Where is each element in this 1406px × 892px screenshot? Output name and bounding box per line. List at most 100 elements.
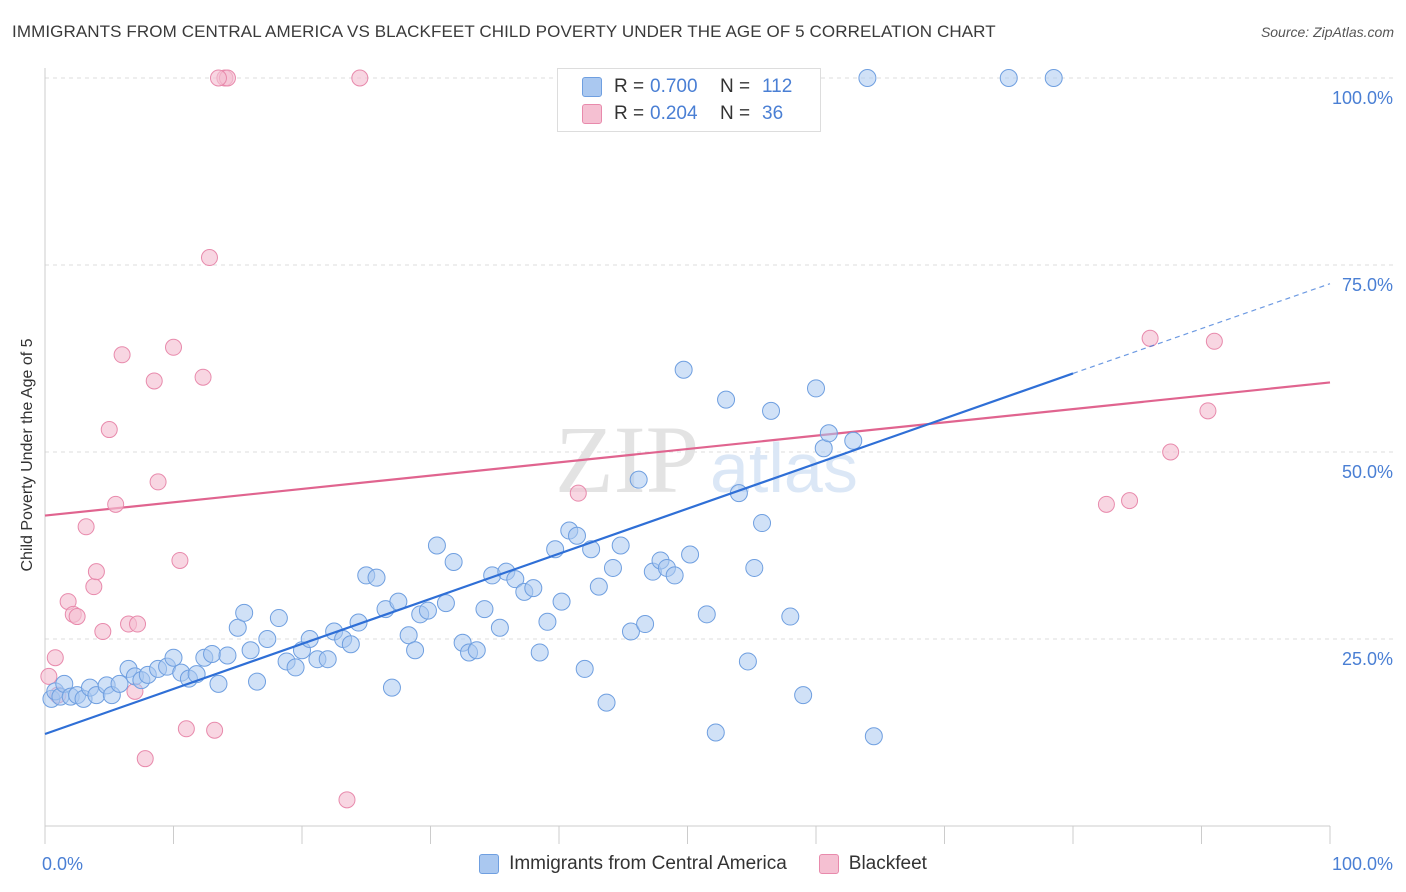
point-blackfeet	[1162, 443, 1180, 461]
point-blackfeet	[100, 421, 118, 439]
x-tick-label: 100.0%	[1332, 854, 1393, 874]
point-central-america	[269, 609, 288, 628]
legend-row-blackfeet: R = 0.204 N = 36	[582, 102, 783, 126]
point-central-america	[597, 693, 616, 712]
point-central-america	[209, 674, 228, 693]
point-central-america	[794, 686, 813, 705]
legend-swatch-blue	[479, 854, 500, 874]
points-blackfeet	[40, 69, 1223, 809]
trendline-central-america-solid	[44, 372, 1074, 736]
legend-label-blackfeet: Blackfeet	[848, 853, 927, 874]
point-blackfeet	[68, 608, 86, 626]
point-central-america	[436, 594, 455, 613]
point-blackfeet	[1199, 402, 1217, 420]
stats-legend: R = 0.700 N = 112 R = 0.204 N = 36	[557, 68, 821, 132]
source-label: Source: ZipAtlas.com	[1260, 24, 1394, 40]
y-tick-label: 75.0%	[1342, 275, 1393, 295]
point-blackfeet	[1121, 492, 1139, 510]
point-central-america	[524, 579, 543, 598]
r-label: R =	[614, 103, 645, 124]
point-blackfeet	[129, 615, 147, 633]
point-central-america	[418, 601, 437, 620]
point-central-america	[406, 641, 425, 660]
point-central-america	[629, 470, 648, 489]
trendline-central-america	[44, 283, 1331, 736]
point-blackfeet	[351, 69, 369, 87]
point-blackfeet	[46, 649, 64, 667]
point-blackfeet	[194, 368, 212, 386]
point-central-america	[603, 558, 622, 577]
point-central-america	[164, 648, 183, 667]
watermark: ZIP atlas	[555, 406, 858, 513]
point-central-america	[636, 615, 655, 634]
point-central-america	[286, 658, 305, 677]
point-central-america	[506, 570, 525, 589]
trendline-blackfeet-line	[44, 381, 1331, 517]
point-blackfeet	[1141, 329, 1159, 347]
point-central-america	[258, 630, 277, 648]
point-blackfeet	[177, 720, 195, 738]
legend-item-central-america: Immigrants from Central America	[479, 853, 787, 875]
point-central-america	[781, 607, 800, 626]
point-central-america	[762, 401, 781, 420]
r-value: 0.204	[650, 103, 698, 124]
point-blackfeet	[206, 721, 224, 739]
point-blackfeet	[165, 338, 182, 356]
point-central-america	[552, 592, 571, 611]
point-central-america	[807, 379, 825, 398]
point-central-america	[241, 641, 260, 660]
point-blackfeet	[136, 750, 154, 768]
point-central-america	[611, 536, 630, 555]
n-value: 36	[762, 103, 784, 124]
point-central-america	[674, 360, 693, 379]
point-central-america	[235, 603, 254, 622]
chart-title: IMMIGRANTS FROM CENTRAL AMERICA VS BLACK…	[12, 22, 996, 41]
points-central-america	[42, 69, 1063, 746]
point-central-america	[538, 612, 557, 631]
point-central-america	[999, 69, 1018, 87]
point-blackfeet	[113, 346, 131, 364]
r-label: R =	[614, 76, 645, 97]
point-central-america	[738, 652, 757, 671]
point-central-america	[1044, 69, 1063, 87]
legend-item-blackfeet: Blackfeet	[818, 853, 927, 875]
legend-label-central-america: Immigrants from Central America	[509, 853, 787, 874]
point-central-america	[382, 678, 401, 697]
point-blackfeet	[1205, 332, 1223, 350]
point-central-america	[567, 526, 586, 545]
legend-swatch-pink	[582, 104, 602, 124]
point-blackfeet	[200, 249, 218, 267]
point-central-america	[706, 723, 725, 742]
point-central-america	[490, 618, 509, 637]
point-central-america	[753, 514, 772, 533]
y-tick-label: 100.0%	[1332, 88, 1393, 108]
y-axis-label: Child Poverty Under the Age of 5	[19, 338, 36, 572]
point-central-america	[349, 613, 368, 632]
r-value: 0.700	[650, 76, 698, 97]
point-blackfeet	[145, 372, 163, 390]
point-blackfeet	[40, 667, 58, 685]
point-blackfeet	[107, 495, 125, 513]
point-blackfeet	[338, 791, 356, 809]
series-legend: Immigrants from Central America Blackfee…	[0, 852, 1406, 876]
point-central-america	[203, 644, 222, 663]
point-central-america	[844, 431, 863, 450]
point-central-america	[681, 545, 700, 564]
point-central-america	[814, 439, 833, 458]
point-central-america	[228, 618, 247, 637]
legend-swatch-blue	[582, 77, 602, 97]
point-central-america	[248, 672, 267, 691]
point-blackfeet	[85, 578, 103, 596]
point-central-america	[399, 626, 418, 645]
point-central-america	[864, 727, 883, 746]
point-central-america	[745, 558, 764, 577]
point-blackfeet	[1097, 495, 1115, 513]
point-central-america	[589, 577, 608, 596]
point-blackfeet	[149, 473, 167, 491]
n-label: N =	[720, 103, 751, 124]
point-blackfeet	[209, 69, 227, 87]
tick-labels: 25.0% 50.0% 75.0% 100.0% 0.0% 100.0%	[42, 88, 1393, 874]
legend-swatch-pink	[818, 854, 839, 874]
point-central-america	[621, 622, 640, 641]
y-tick-label: 25.0%	[1342, 649, 1393, 669]
